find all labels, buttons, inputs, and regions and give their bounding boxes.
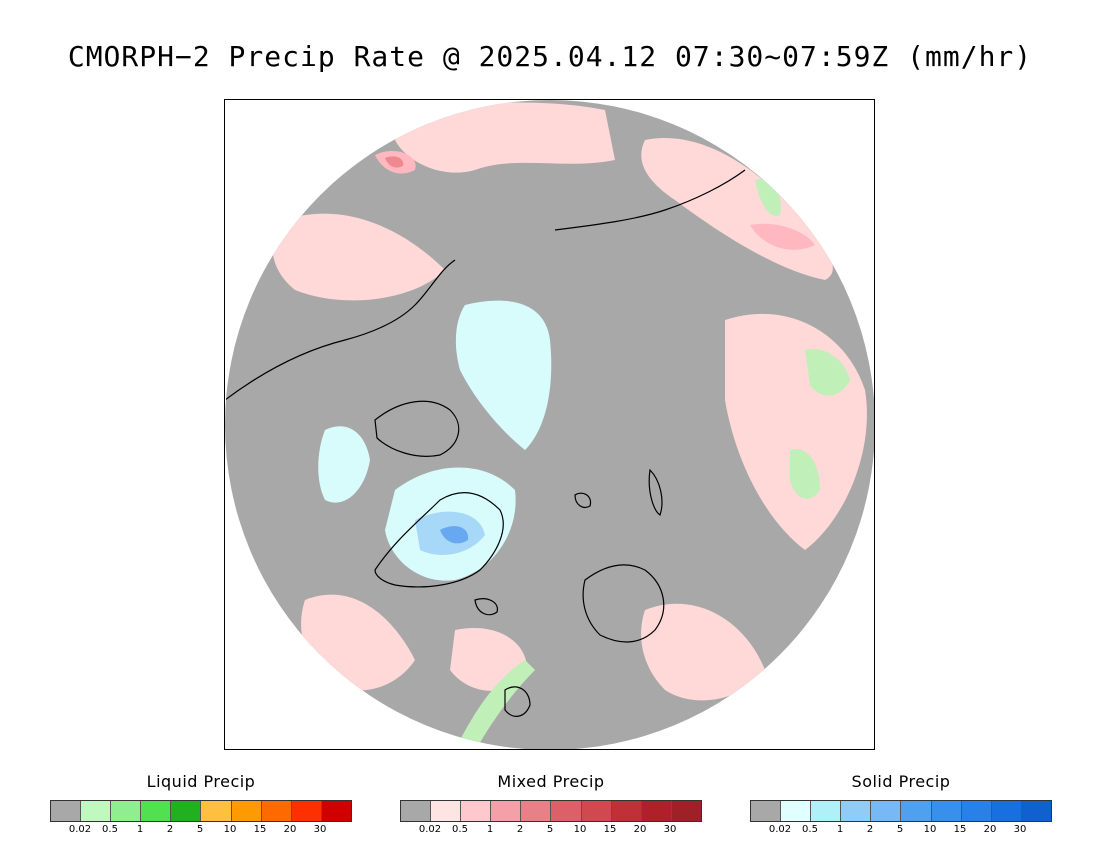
legend-liquid-swatches [50, 800, 352, 822]
legend-mixed-ticks: 0.02 0.5 1 2 5 10 15 20 30 [400, 822, 702, 836]
legend-mixed-swatch-5 [551, 801, 582, 821]
legend-mixed-tick-0: 0.02 [418, 824, 442, 835]
legend-mixed-swatch-7 [611, 801, 642, 821]
mixed-area-scandinavia [641, 603, 765, 701]
solid-area-canada [318, 426, 370, 503]
legend-liquid-title: Liquid Precip [146, 772, 256, 791]
coastline-iceland [474, 598, 499, 616]
legend-solid-title: Solid Precip [851, 772, 951, 791]
legend-liquid-swatch-9 [321, 801, 351, 821]
legend-liquid-tick-2: 1 [136, 824, 144, 835]
coastline-novaya-zemlya [648, 468, 663, 516]
coastline-canadian-archipelago [374, 400, 460, 457]
coastline-greenland [374, 491, 504, 588]
solid-precip-areas [318, 300, 552, 581]
legend-mixed-tick-6: 15 [603, 824, 617, 835]
legend-mixed-tick-1: 0.5 [452, 824, 468, 835]
legend-solid-tick-4: 5 [896, 824, 904, 835]
coastline-svalbard [574, 492, 592, 508]
legend-liquid-swatch-1 [81, 801, 112, 821]
legend-solid-swatch-8 [991, 801, 1022, 821]
legend-liquid-swatch-6 [231, 801, 262, 821]
legend-liquid-swatch-5 [201, 801, 232, 821]
legend-solid-swatch-5 [901, 801, 932, 821]
legend-liquid-swatch-4 [171, 801, 202, 821]
legend-liquid-tick-6: 15 [253, 824, 267, 835]
chart-title: CMORPH−2 Precip Rate @ 2025.04.12 07:30~… [67, 40, 1033, 73]
legend-mixed-tick-8: 30 [663, 824, 677, 835]
legend-solid-tick-8: 30 [1013, 824, 1027, 835]
solid-area-central-arctic [455, 300, 552, 450]
coastlines [225, 169, 746, 717]
legend-mixed-swatch-4 [521, 801, 552, 821]
legend-liquid-tick-3: 2 [166, 824, 174, 835]
coastline-north-america [225, 259, 456, 401]
legend-mixed-title: Mixed Precip [497, 772, 605, 791]
legend-solid-swatch-4 [871, 801, 902, 821]
legend-solid-swatches [750, 800, 1052, 822]
legend-mixed-tick-5: 10 [573, 824, 587, 835]
legend-liquid-ticks: 0.02 0.5 1 2 5 10 15 20 30 [50, 822, 352, 836]
legend-solid-swatch-6 [931, 801, 962, 821]
liquid-area-atlantic-band [455, 660, 535, 749]
legend-solid-tick-1: 0.5 [802, 824, 818, 835]
legend-liquid-swatch-7 [261, 801, 292, 821]
coastline-british-isles [504, 686, 531, 717]
legend-liquid-swatch-3 [141, 801, 172, 821]
legend-solid-ticks: 0.02 0.5 1 2 5 10 15 20 30 [750, 822, 1052, 836]
legend-mixed-tick-4: 5 [546, 824, 554, 835]
legend-mixed-swatch-1 [431, 801, 462, 821]
legend-liquid-swatch-0 [51, 801, 82, 821]
legend-mixed-swatch-8 [641, 801, 672, 821]
legend-solid-swatch-3 [841, 801, 872, 821]
legend-solid: Solid Precip 0.02 0.5 1 2 5 10 15 20 30 [750, 772, 1052, 836]
mixed-area-northwest [272, 213, 445, 301]
legend-mixed-swatches [400, 800, 702, 822]
legend-solid-swatch-2 [811, 801, 842, 821]
legend-solid-tick-0: 0.02 [768, 824, 792, 835]
legend-mixed-swatch-2 [461, 801, 492, 821]
legend-solid-tick-7: 20 [983, 824, 997, 835]
coastline-scandinavia [582, 564, 665, 643]
legend-solid-swatch-1 [781, 801, 812, 821]
legend-mixed-swatch-0 [401, 801, 432, 821]
liquid-area-east-lower [790, 449, 820, 499]
legend-liquid-swatch-2 [111, 801, 142, 821]
legend-solid-tick-2: 1 [836, 824, 844, 835]
legend-mixed: Mixed Precip 0.02 0.5 1 2 5 10 15 20 30 [400, 772, 702, 836]
solid-area-greenland-heavy [440, 526, 469, 544]
mixed-area-north-pacific [395, 102, 615, 173]
polar-map [224, 99, 875, 750]
legend-liquid-tick-7: 20 [283, 824, 297, 835]
legend-solid-swatch-7 [961, 801, 992, 821]
legend-mixed-tick-3: 2 [516, 824, 524, 835]
legend-liquid-tick-1: 0.5 [102, 824, 118, 835]
legend-solid-tick-3: 2 [866, 824, 874, 835]
legend-liquid: Liquid Precip 0.02 0.5 1 2 5 10 15 20 30 [50, 772, 352, 836]
liquid-area-east-edge [805, 349, 850, 396]
liquid-precip-areas [455, 179, 850, 749]
legend-liquid-swatch-8 [291, 801, 322, 821]
legend-solid-swatch-0 [751, 801, 782, 821]
legend-liquid-tick-5: 10 [223, 824, 237, 835]
legend-liquid-tick-0: 0.02 [68, 824, 92, 835]
legend-solid-tick-5: 10 [923, 824, 937, 835]
legend-mixed-swatch-3 [491, 801, 522, 821]
legend-mixed-swatch-6 [581, 801, 612, 821]
legend-solid-tick-6: 15 [953, 824, 967, 835]
precip-map-svg [225, 100, 874, 749]
coastline-siberia [554, 169, 746, 231]
legend-liquid-tick-8: 30 [313, 824, 327, 835]
mixed-area-northeast-strong [750, 223, 815, 250]
legend-mixed-swatch-9 [671, 801, 701, 821]
mixed-area-core [385, 156, 404, 168]
legend-solid-swatch-9 [1021, 801, 1051, 821]
legend-liquid-tick-4: 5 [196, 824, 204, 835]
legend-mixed-tick-7: 20 [633, 824, 647, 835]
legend-mixed-tick-2: 1 [486, 824, 494, 835]
